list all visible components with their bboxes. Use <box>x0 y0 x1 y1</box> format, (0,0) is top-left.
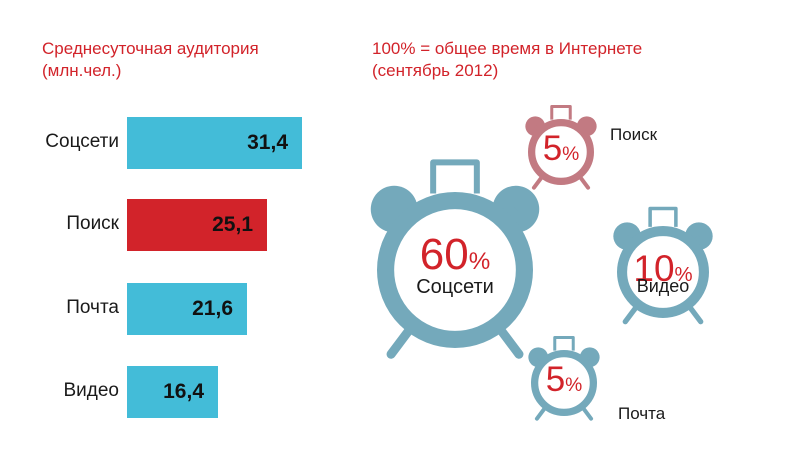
clock-handle-pochta <box>553 335 575 351</box>
bar-label-poisk: Поиск <box>66 213 119 234</box>
bar-pochta: 21,6 <box>127 283 247 335</box>
bar-poisk: 25,1 <box>127 199 267 251</box>
clock-label-video: Видео <box>636 275 690 296</box>
clock-chart-title: 100% = общее время в Интернете (сентябрь… <box>372 38 642 82</box>
clock-handle-video <box>648 206 678 227</box>
bar-label-video: Видео <box>63 380 119 401</box>
bar-socseti: 31,4 <box>127 117 302 169</box>
bar-chart-title-line2: (млн.чел.) <box>42 61 122 80</box>
clock-chart-title-line2: (сентябрь 2012) <box>372 61 499 80</box>
clock-body-pochta <box>531 350 598 417</box>
bar-label-pochta: Почта <box>66 297 119 318</box>
bar-value-pochta: 21,6 <box>192 297 233 320</box>
bar-value-socseti: 31,4 <box>247 131 288 154</box>
bar-video: 16,4 <box>127 366 218 418</box>
clock-label-pochta: Почта <box>618 404 666 423</box>
clock-value-poisk: 5% <box>542 129 580 168</box>
clock-value-socseti: 60% <box>419 229 491 279</box>
clock-body-video <box>616 225 709 318</box>
clock-value-pochta: 5% <box>545 360 583 399</box>
bar-value-poisk: 25,1 <box>212 213 253 236</box>
clock-body-poisk <box>528 118 595 185</box>
clock-chart-title-line1: 100% = общее время в Интернете <box>372 39 643 58</box>
bar-value-video: 16,4 <box>163 380 204 403</box>
clock-label-socseti: Соцсети <box>416 276 494 299</box>
bar-chart-title: Среднесуточная аудитория (млн.чел.) <box>42 38 259 82</box>
bar-label-socseti: Соцсети <box>45 131 119 152</box>
clock-body-socseti <box>377 192 534 348</box>
clock-handle-socseti <box>430 159 480 194</box>
clock-value-video: 10% <box>633 247 693 289</box>
clock-label-poisk: Поиск <box>610 125 658 144</box>
bar-chart-title-line1: Среднесуточная аудитория <box>42 39 259 58</box>
clock-handle-poisk <box>550 104 572 120</box>
